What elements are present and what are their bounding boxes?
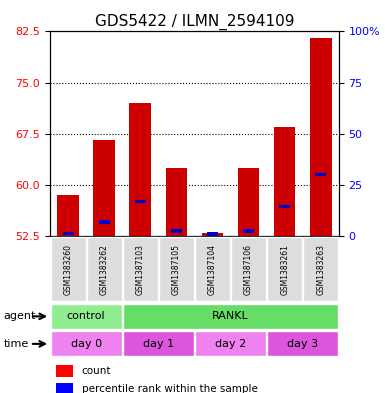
Text: percentile rank within the sample: percentile rank within the sample bbox=[82, 384, 258, 393]
Bar bbox=[171, 230, 182, 233]
Bar bbox=[56, 365, 73, 377]
Text: GSM1387104: GSM1387104 bbox=[208, 244, 217, 295]
Text: agent: agent bbox=[4, 311, 36, 321]
Bar bbox=[310, 38, 331, 236]
Bar bbox=[243, 230, 254, 233]
Text: GSM1383263: GSM1383263 bbox=[316, 244, 325, 295]
Bar bbox=[159, 237, 194, 301]
Text: GSM1387106: GSM1387106 bbox=[244, 244, 253, 295]
Bar bbox=[51, 331, 122, 356]
Bar bbox=[123, 331, 194, 356]
Bar bbox=[207, 232, 218, 236]
Text: day 2: day 2 bbox=[215, 339, 246, 349]
Bar bbox=[315, 173, 326, 176]
Bar bbox=[51, 304, 122, 329]
Bar bbox=[166, 168, 187, 236]
Bar bbox=[274, 127, 296, 236]
Text: control: control bbox=[67, 311, 105, 321]
Text: day 3: day 3 bbox=[287, 339, 318, 349]
Bar bbox=[63, 232, 74, 235]
Bar bbox=[87, 237, 122, 301]
Title: GDS5422 / ILMN_2594109: GDS5422 / ILMN_2594109 bbox=[95, 14, 294, 30]
Bar bbox=[303, 237, 338, 301]
Bar bbox=[238, 168, 259, 236]
Bar bbox=[195, 331, 266, 356]
Bar bbox=[231, 237, 266, 301]
Bar bbox=[202, 233, 223, 236]
Text: GSM1387103: GSM1387103 bbox=[136, 244, 145, 295]
Bar bbox=[56, 383, 73, 393]
Text: GSM1383262: GSM1383262 bbox=[100, 244, 109, 295]
Text: time: time bbox=[4, 339, 29, 349]
Bar bbox=[123, 304, 338, 329]
Bar bbox=[57, 195, 79, 236]
Text: GSM1383261: GSM1383261 bbox=[280, 244, 289, 295]
Bar bbox=[129, 103, 151, 236]
Bar bbox=[94, 140, 115, 236]
Text: GSM1383260: GSM1383260 bbox=[64, 244, 73, 295]
Bar bbox=[267, 237, 302, 301]
Text: RANKL: RANKL bbox=[212, 311, 249, 321]
Text: count: count bbox=[82, 366, 111, 376]
Text: day 0: day 0 bbox=[70, 339, 102, 349]
Bar bbox=[195, 237, 230, 301]
Text: day 1: day 1 bbox=[143, 339, 174, 349]
Bar bbox=[279, 205, 290, 208]
Bar bbox=[99, 220, 110, 224]
Bar bbox=[267, 331, 338, 356]
Bar bbox=[123, 237, 158, 301]
Text: GSM1387105: GSM1387105 bbox=[172, 244, 181, 295]
Bar bbox=[51, 237, 85, 301]
Bar bbox=[135, 200, 146, 204]
